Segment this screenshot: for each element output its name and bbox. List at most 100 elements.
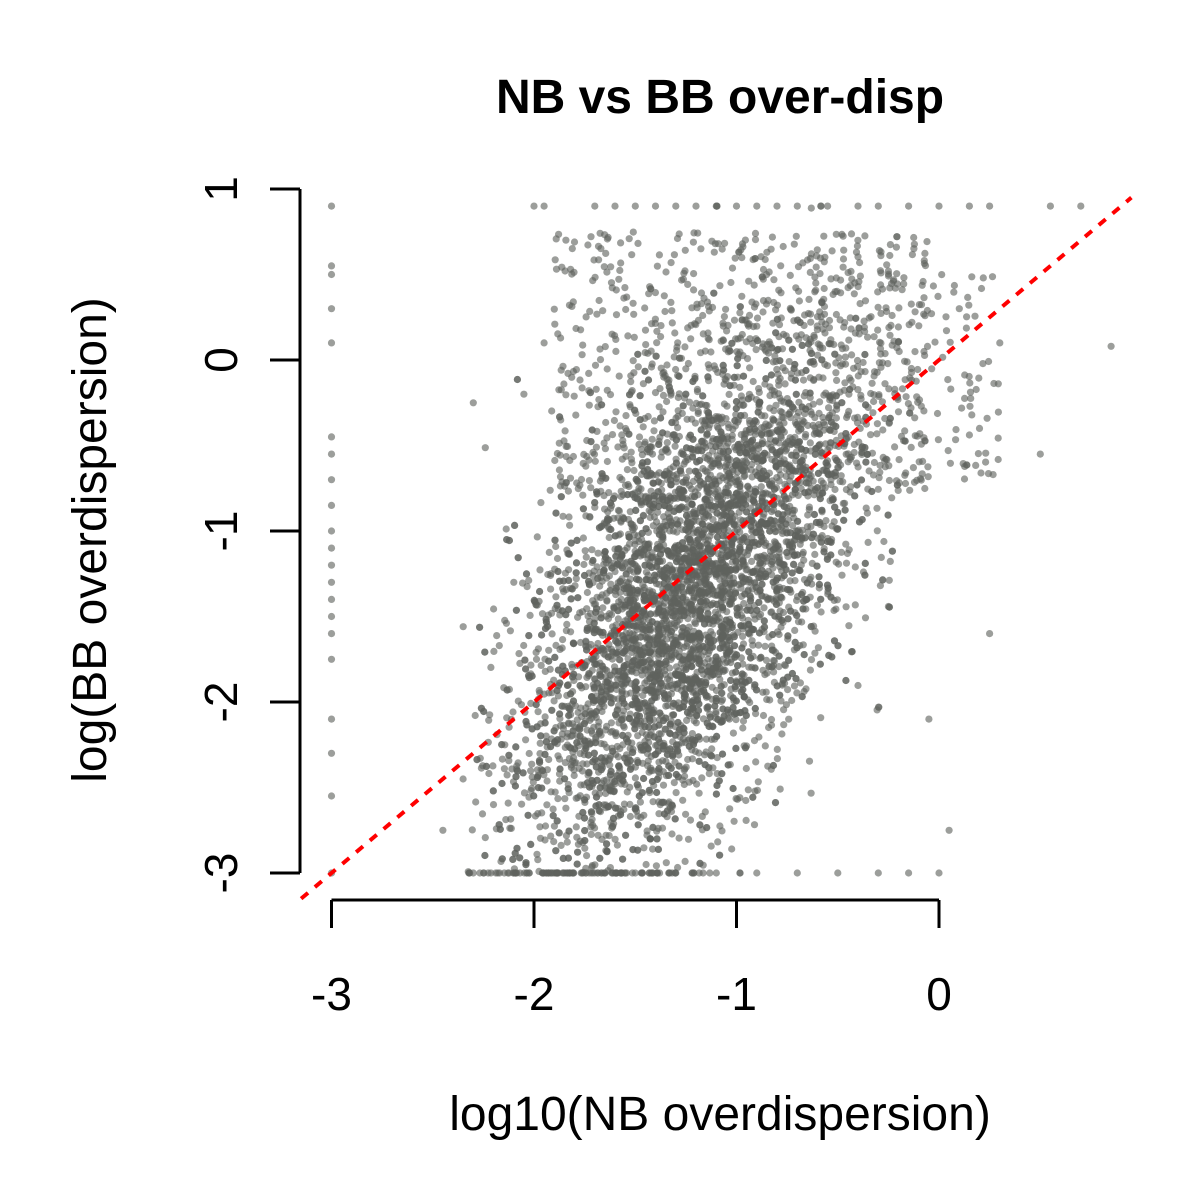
scatter-point [587, 869, 595, 877]
scatter-point [935, 869, 943, 877]
scatter-point [439, 826, 447, 834]
scatter-point [512, 743, 520, 751]
scatter-point [655, 730, 664, 738]
scatter-point [576, 725, 584, 733]
scatter-point [739, 632, 747, 641]
scatter-point [720, 526, 728, 534]
scatter-point [597, 754, 606, 762]
scatter-point [550, 697, 558, 705]
scatter-point [546, 665, 554, 673]
scatter-point [718, 696, 727, 704]
scatter-point [696, 859, 704, 868]
scatter-point [549, 805, 557, 813]
scatter-point [534, 645, 543, 653]
scatter-point [622, 831, 630, 839]
scatter-point [623, 558, 631, 566]
scatter-point [647, 869, 655, 877]
scatter-point [739, 717, 748, 725]
scatter-point [667, 627, 676, 636]
scatter-point [620, 723, 628, 731]
scatter-point [610, 416, 619, 425]
scatter-point [777, 593, 785, 601]
scatter-point [707, 502, 716, 510]
scatter-point [538, 767, 547, 775]
scatter-point [868, 379, 876, 387]
scatter-point [577, 869, 585, 877]
scatter-point [761, 742, 769, 750]
scatter-point [561, 775, 569, 783]
scatter-point [746, 592, 754, 600]
scatter-point [915, 322, 923, 330]
scatter-point [788, 569, 796, 577]
scatter-point [327, 544, 336, 552]
scatter-point [730, 373, 738, 381]
scatter-point [490, 605, 498, 613]
scatter-point [791, 376, 800, 384]
scatter-point [702, 495, 710, 503]
scatter-point [485, 716, 493, 724]
scatter-point [756, 559, 765, 567]
scatter-point [877, 309, 885, 317]
scatter-point [748, 637, 756, 645]
scatter-point [623, 466, 632, 474]
scatter-point [588, 815, 596, 824]
scatter-point [565, 566, 573, 574]
scatter-point [749, 793, 757, 801]
scatter-point [550, 838, 558, 846]
scatter-point [807, 789, 815, 797]
scatter-point [688, 730, 697, 738]
scatter-point [639, 380, 648, 388]
scatter-point [571, 759, 579, 767]
scatter-point [755, 629, 764, 637]
scatter-point [682, 763, 690, 771]
scatter-point [572, 575, 580, 583]
scatter-point [615, 762, 623, 770]
scatter-point [534, 772, 542, 780]
scatter-point [565, 513, 573, 521]
scatter-point [498, 855, 506, 863]
scatter-point [522, 736, 530, 744]
scatter-point [710, 637, 718, 645]
scatter-point [851, 492, 859, 500]
scatter-point [650, 417, 659, 425]
scatter-point [799, 550, 807, 558]
scatter-point [586, 513, 594, 521]
scatter-point [617, 595, 625, 604]
scatter-point [645, 723, 653, 731]
scatter-point [625, 540, 634, 548]
scatter-point [645, 786, 653, 795]
scatter-point [716, 822, 724, 830]
scatter-point [653, 620, 661, 628]
scatter-point [541, 822, 550, 830]
scatter-point [786, 577, 794, 585]
scatter-point [528, 784, 536, 793]
scatter-point [610, 788, 618, 796]
scatter-point [1036, 450, 1044, 458]
scatter-point [581, 547, 589, 555]
scatter-point [680, 729, 688, 737]
scatter-point [755, 574, 763, 582]
scatter-point [863, 509, 872, 517]
scatter-point [635, 576, 643, 584]
scatter-point [832, 558, 840, 566]
scatter-point [772, 401, 780, 409]
scatter-point [837, 548, 846, 556]
scatter-point [562, 804, 570, 812]
scatter-point [730, 817, 738, 825]
scatter-point [707, 550, 715, 558]
scatter-point [698, 774, 706, 782]
scatter-point [727, 676, 735, 685]
scatter-point [574, 708, 582, 717]
scatter-point [688, 485, 696, 493]
scatter-point [588, 546, 596, 554]
scatter-point [476, 623, 484, 631]
scatter-point [861, 571, 869, 579]
scatter-point [803, 523, 812, 531]
scatter-point [599, 569, 608, 577]
scatter-point [742, 816, 750, 825]
scatter-point [536, 834, 545, 842]
scatter-point [798, 341, 806, 349]
scatter-point [649, 588, 657, 596]
scatter-point [603, 574, 611, 582]
